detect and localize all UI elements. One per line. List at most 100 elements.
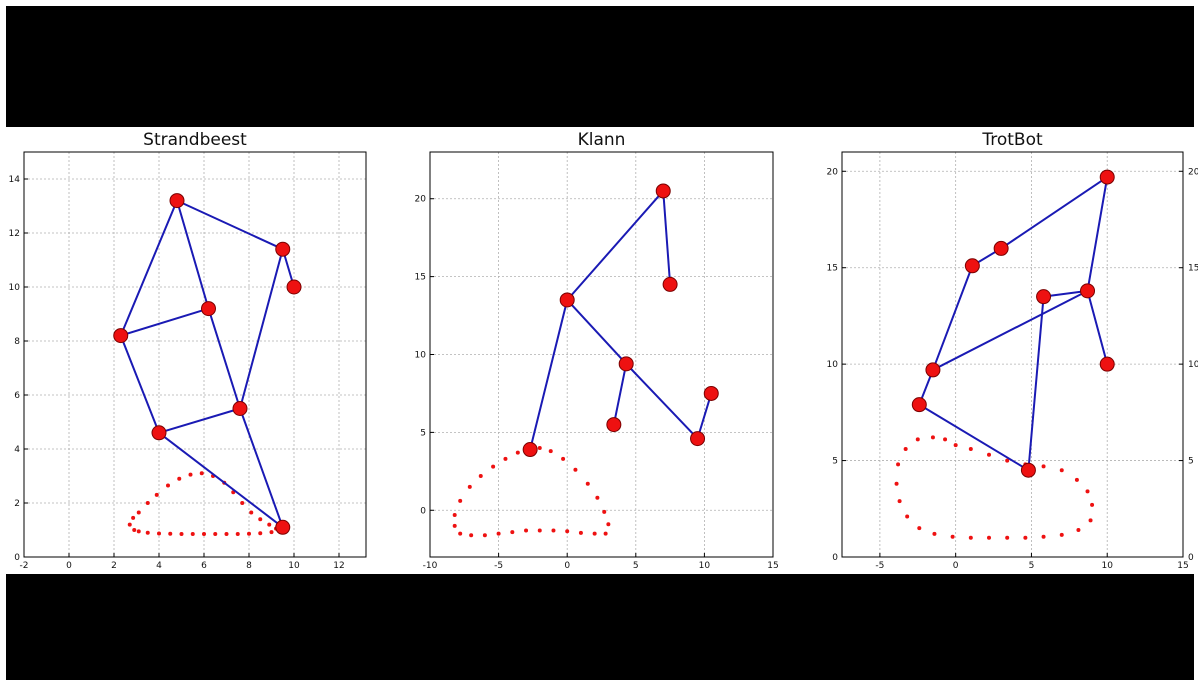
y-tick-label: 4 — [14, 445, 20, 455]
chart-title: TrotBot — [981, 130, 1043, 150]
x-tick-label: 0 — [66, 561, 72, 571]
trace-point — [510, 530, 515, 535]
trace-point — [249, 510, 254, 515]
joint-marker — [925, 362, 941, 378]
trace-point — [1023, 535, 1028, 540]
trace-point — [561, 456, 566, 461]
x-tick-label: 15 — [767, 561, 778, 571]
y-tick-label: 6 — [14, 391, 20, 401]
trace-point — [953, 443, 958, 448]
trace-point — [496, 531, 501, 536]
trace-point — [478, 474, 483, 478]
x-tick-label: 5 — [1029, 561, 1035, 571]
trace-point — [1059, 468, 1064, 473]
trace-point — [452, 512, 457, 517]
chart-panel-2: -10 -5 0 5 10 15 0 5 10 15 20 Klann — [415, 130, 779, 571]
joint-marker — [964, 258, 980, 274]
trace-point — [491, 464, 496, 469]
trace-point — [157, 531, 161, 536]
trace-point — [199, 471, 204, 476]
joint-marker — [1099, 169, 1115, 185]
y-tick-label: 20 — [827, 167, 839, 177]
trace-point — [968, 447, 973, 451]
trace-point — [917, 526, 922, 531]
trace-point — [166, 483, 170, 488]
trace-point — [897, 499, 902, 504]
linkage-bar — [239, 407, 284, 529]
joint-marker — [655, 183, 671, 199]
trace-point — [1074, 477, 1079, 482]
trace-point — [537, 528, 542, 533]
trace-point — [1059, 532, 1064, 537]
right-y-tick-label: 10 — [1188, 360, 1198, 370]
trace-point — [950, 534, 955, 539]
trace-point — [968, 535, 973, 540]
trace-point — [1088, 518, 1093, 523]
x-tick-label: -2 — [20, 561, 29, 571]
trace-point — [551, 528, 556, 533]
linkage-bar — [158, 431, 284, 529]
joint-marker — [522, 442, 538, 458]
trace-point — [127, 522, 132, 527]
trace-point — [894, 481, 899, 486]
bottom-black-band — [6, 574, 1194, 680]
y-tick-label: 8 — [14, 337, 20, 347]
y-tick-label: 10 — [9, 283, 21, 293]
trace-point — [267, 522, 272, 527]
trace-point — [592, 531, 597, 536]
y-tick-label: 0 — [14, 553, 20, 563]
right-y-tick-label: 5 — [1188, 457, 1194, 467]
trace-point — [469, 533, 474, 538]
trace-point — [168, 531, 173, 536]
right-y-tick-label: 20 — [1188, 167, 1198, 177]
trace-point — [1041, 534, 1046, 539]
linkage-bar — [207, 307, 241, 410]
y-tick-label: 10 — [827, 360, 839, 370]
trace-point — [467, 484, 472, 489]
trace-point — [595, 495, 600, 500]
chart-title: Strandbeest — [143, 130, 247, 150]
x-tick-label: -5 — [494, 561, 503, 571]
trace-point — [235, 532, 240, 537]
trace-point — [145, 501, 150, 505]
linkage-bar — [696, 392, 713, 440]
joint-marker — [1080, 283, 1096, 299]
x-tick-label: 0 — [953, 561, 959, 571]
joint-marker — [618, 356, 634, 372]
trace-point — [190, 532, 195, 537]
x-tick-label: 10 — [1101, 561, 1113, 571]
trace-point — [987, 452, 992, 457]
plot-frame — [23, 151, 367, 558]
trace-point — [258, 517, 263, 522]
joint-marker — [232, 401, 248, 416]
linkage-bar — [1027, 295, 1045, 472]
x-tick-label: 8 — [246, 561, 252, 571]
joint-marker — [1099, 356, 1115, 372]
x-tick-label: 4 — [156, 561, 162, 571]
trace-point — [145, 530, 150, 535]
joint-marker — [286, 279, 302, 295]
joint-marker — [201, 301, 216, 317]
y-tick-label: 2 — [14, 499, 20, 509]
trace-point — [1090, 502, 1095, 507]
x-tick-label: 6 — [201, 561, 207, 571]
y-tick-label: 14 — [9, 175, 21, 185]
linkage-bar — [566, 298, 628, 365]
x-tick-label: 10 — [699, 561, 711, 571]
linkage-bar — [176, 199, 210, 310]
trace-point — [136, 529, 141, 534]
joint-marker — [606, 417, 622, 433]
linkage-bar — [662, 189, 672, 286]
trace-point — [943, 437, 948, 442]
y-tick-label: 12 — [9, 229, 20, 239]
trace-point — [515, 450, 520, 455]
trace-point — [537, 445, 542, 450]
trace-point — [482, 533, 487, 538]
x-tick-label: 5 — [633, 561, 639, 571]
trace-point — [240, 501, 245, 505]
trace-point — [1041, 464, 1046, 469]
linkage-bar — [1086, 289, 1109, 366]
trace-point — [565, 529, 570, 534]
y-tick-label: 5 — [420, 428, 426, 438]
joint-marker — [690, 431, 706, 447]
